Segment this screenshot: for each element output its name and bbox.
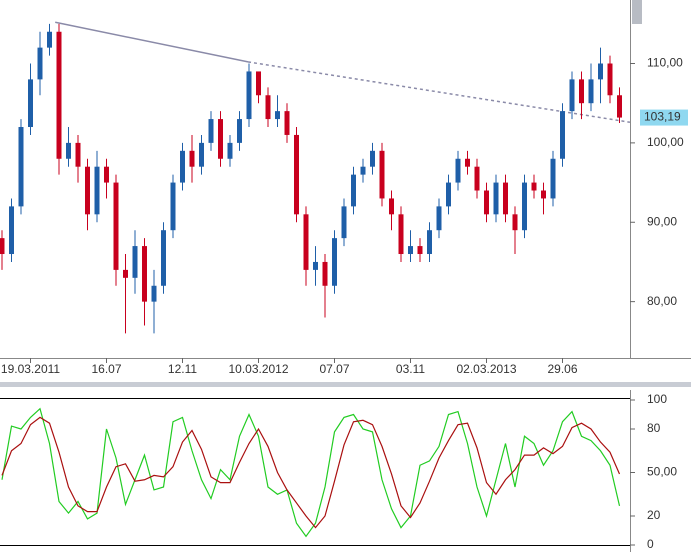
- x-tick-label: 03.11: [396, 362, 425, 376]
- y-tick-label: 0: [647, 537, 654, 551]
- x-tick-label: 02.03.2013: [456, 362, 516, 376]
- candle-body: [398, 214, 404, 255]
- candle-body: [47, 31, 52, 48]
- candle-body: [66, 142, 71, 159]
- candle-body: [189, 150, 195, 167]
- candle-body: [455, 158, 461, 183]
- candle-body: [379, 150, 385, 199]
- x-tick-label: 12.11: [168, 362, 197, 376]
- candle-body: [484, 190, 489, 215]
- candle-body: [9, 206, 14, 255]
- candle-body: [522, 182, 527, 231]
- candle-body: [0, 238, 5, 255]
- candle-body: [389, 198, 394, 215]
- candle-body: [313, 261, 318, 270]
- candle-body: [341, 206, 347, 239]
- candle-body: [56, 31, 62, 159]
- candle-body: [550, 158, 556, 199]
- candle-body: [607, 63, 613, 96]
- candle-body: [322, 261, 328, 286]
- candle-body: [417, 246, 423, 255]
- candle-body: [170, 182, 176, 231]
- y-tick-label: 20: [647, 508, 661, 522]
- candle-body: [588, 79, 594, 104]
- x-tick-label: 07.07: [319, 362, 349, 376]
- candle-body: [427, 230, 432, 255]
- candle-body: [265, 95, 271, 120]
- candle-body: [493, 182, 499, 215]
- candle-body: [531, 182, 537, 191]
- candle-body: [579, 79, 584, 104]
- candle-body: [408, 246, 413, 255]
- candle-body: [560, 111, 565, 159]
- candle-body: [180, 150, 185, 183]
- candle-body: [446, 182, 451, 207]
- candle-body: [18, 127, 24, 207]
- candle-body: [284, 111, 290, 135]
- candle-body: [512, 214, 518, 231]
- candle-body: [104, 166, 109, 183]
- candle-body: [370, 150, 375, 167]
- candle-body: [132, 246, 138, 278]
- candle-body: [37, 47, 43, 80]
- candle-body: [151, 285, 157, 302]
- y-tick-label: 80,00: [647, 294, 677, 308]
- candle-body: [617, 95, 622, 118]
- candle-body: [256, 71, 261, 96]
- trendline: [247, 61, 631, 123]
- oscillator-line: [1, 416, 621, 529]
- panel-separator: [0, 382, 691, 387]
- candle-body: [161, 230, 166, 286]
- candle-body: [208, 119, 214, 143]
- y-tick-label: 90,00: [647, 214, 677, 228]
- candle-body: [275, 111, 280, 120]
- candle-body: [436, 206, 442, 231]
- candle-body: [237, 119, 242, 143]
- candle-body: [75, 142, 81, 167]
- y-tick-label: 100: [647, 392, 667, 406]
- candle-body: [246, 71, 252, 120]
- candle-body: [503, 182, 508, 215]
- candle-body: [113, 182, 119, 270]
- y-tick-label: 100,00: [647, 135, 684, 149]
- candle-body: [474, 166, 480, 191]
- candle-body: [303, 214, 309, 270]
- last-price-box: [640, 109, 688, 126]
- x-tick-label: 10.03.2012: [228, 362, 288, 376]
- candle-body: [28, 79, 33, 128]
- scroll-handle: [632, 0, 642, 24]
- candle-body: [123, 269, 128, 278]
- candle-body: [541, 190, 546, 199]
- y-tick-label: 110,00: [647, 56, 683, 70]
- candle-body: [142, 246, 147, 302]
- x-tick-label: 19.03.2011: [1, 362, 60, 376]
- candle-body: [94, 166, 100, 215]
- candle-body: [360, 166, 366, 175]
- y-tick-label: 80: [647, 421, 661, 435]
- oscillator-line: [1, 407, 621, 538]
- candle-body: [598, 63, 603, 80]
- candle-body: [85, 166, 90, 215]
- x-tick-label: 29.06: [547, 362, 577, 376]
- last-price-label: 103,19: [644, 110, 681, 124]
- candle-body: [218, 119, 223, 159]
- candle-body: [465, 158, 470, 167]
- y-tick-label: 50,00: [647, 465, 677, 479]
- trendline: [55, 21, 249, 63]
- candle-body: [294, 134, 299, 215]
- x-tick-label: 16.07: [91, 362, 121, 376]
- candle-body: [199, 142, 204, 167]
- candle-body: [332, 238, 337, 286]
- candle-body: [569, 79, 575, 112]
- candle-body: [351, 174, 356, 207]
- candle-body: [227, 142, 233, 159]
